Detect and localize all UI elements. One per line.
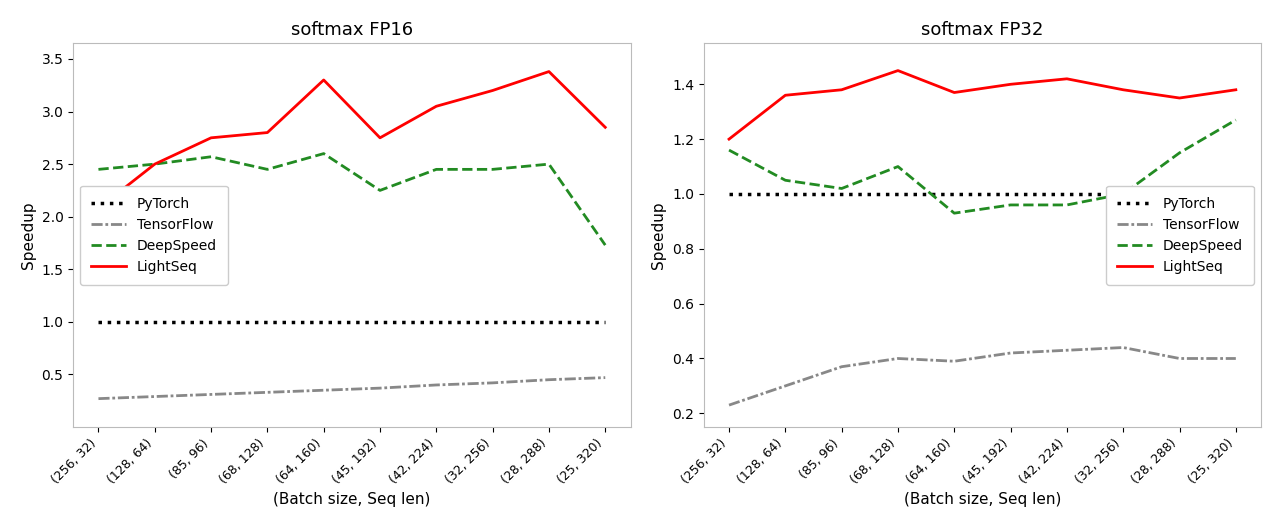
PyTorch	[1115, 191, 1131, 197]
PyTorch	[1059, 191, 1074, 197]
LightSeq	[428, 103, 444, 109]
DeepSpeed	[204, 154, 219, 160]
X-axis label: (Batch size, Seq len): (Batch size, Seq len)	[273, 492, 431, 507]
PyTorch	[597, 319, 613, 325]
DeepSpeed	[147, 161, 163, 167]
PyTorch	[147, 319, 163, 325]
LightSeq	[485, 87, 500, 93]
LightSeq	[1115, 87, 1131, 93]
Line: TensorFlow: TensorFlow	[729, 347, 1236, 405]
PyTorch	[91, 319, 106, 325]
PyTorch	[722, 191, 737, 197]
PyTorch	[1172, 191, 1187, 197]
Line: TensorFlow: TensorFlow	[99, 378, 605, 399]
PyTorch	[835, 191, 850, 197]
X-axis label: (Batch size, Seq len): (Batch size, Seq len)	[904, 492, 1061, 507]
PyTorch	[778, 191, 794, 197]
TensorFlow	[890, 355, 905, 362]
DeepSpeed	[1003, 202, 1018, 208]
PyTorch	[541, 319, 556, 325]
PyTorch	[260, 319, 276, 325]
PyTorch	[315, 319, 331, 325]
LightSeq	[778, 92, 794, 98]
TensorFlow	[597, 374, 613, 381]
TensorFlow	[1172, 355, 1187, 362]
Title: softmax FP32: softmax FP32	[922, 21, 1044, 39]
TensorFlow	[722, 402, 737, 408]
LightSeq	[147, 161, 163, 167]
PyTorch	[890, 191, 905, 197]
LightSeq	[946, 89, 962, 96]
LightSeq	[597, 124, 613, 130]
Title: softmax FP16: softmax FP16	[291, 21, 413, 39]
Line: DeepSpeed: DeepSpeed	[729, 120, 1236, 213]
PyTorch	[204, 319, 219, 325]
LightSeq	[315, 77, 331, 83]
DeepSpeed	[597, 242, 613, 248]
LightSeq	[91, 205, 106, 211]
PyTorch	[1003, 191, 1018, 197]
DeepSpeed	[260, 166, 276, 173]
TensorFlow	[1059, 347, 1074, 353]
LightSeq	[372, 135, 387, 141]
DeepSpeed	[1228, 117, 1244, 123]
LightSeq	[1059, 76, 1074, 82]
LightSeq	[541, 69, 556, 75]
DeepSpeed	[541, 161, 556, 167]
TensorFlow	[485, 380, 500, 386]
LightSeq	[1172, 95, 1187, 101]
DeepSpeed	[835, 185, 850, 192]
TensorFlow	[315, 387, 331, 393]
Legend: PyTorch, TensorFlow, DeepSpeed, LightSeq: PyTorch, TensorFlow, DeepSpeed, LightSeq	[1106, 185, 1254, 285]
DeepSpeed	[315, 150, 331, 157]
DeepSpeed	[1172, 149, 1187, 156]
Line: DeepSpeed: DeepSpeed	[99, 154, 605, 245]
TensorFlow	[1115, 344, 1131, 351]
PyTorch	[428, 319, 444, 325]
LightSeq	[722, 136, 737, 143]
DeepSpeed	[946, 210, 962, 216]
Line: LightSeq: LightSeq	[729, 71, 1236, 139]
LightSeq	[1003, 81, 1018, 88]
LightSeq	[1228, 87, 1244, 93]
TensorFlow	[541, 376, 556, 383]
PyTorch	[485, 319, 500, 325]
TensorFlow	[204, 391, 219, 398]
Legend: PyTorch, TensorFlow, DeepSpeed, LightSeq: PyTorch, TensorFlow, DeepSpeed, LightSeq	[79, 185, 228, 285]
TensorFlow	[428, 382, 444, 388]
TensorFlow	[778, 383, 794, 389]
DeepSpeed	[372, 187, 387, 194]
DeepSpeed	[890, 163, 905, 169]
TensorFlow	[946, 358, 962, 364]
LightSeq	[890, 68, 905, 74]
TensorFlow	[1003, 350, 1018, 356]
Y-axis label: Speedup: Speedup	[21, 201, 36, 269]
DeepSpeed	[722, 147, 737, 153]
PyTorch	[1228, 191, 1244, 197]
Y-axis label: Speedup: Speedup	[651, 201, 667, 269]
PyTorch	[946, 191, 962, 197]
TensorFlow	[372, 385, 387, 391]
TensorFlow	[91, 395, 106, 402]
DeepSpeed	[91, 166, 106, 173]
DeepSpeed	[485, 166, 500, 173]
TensorFlow	[260, 389, 276, 395]
LightSeq	[260, 129, 276, 136]
PyTorch	[372, 319, 387, 325]
TensorFlow	[147, 393, 163, 400]
LightSeq	[204, 135, 219, 141]
TensorFlow	[1228, 355, 1244, 362]
DeepSpeed	[428, 166, 444, 173]
DeepSpeed	[1115, 191, 1131, 197]
DeepSpeed	[778, 177, 794, 183]
LightSeq	[835, 87, 850, 93]
TensorFlow	[835, 364, 850, 370]
DeepSpeed	[1059, 202, 1074, 208]
Line: LightSeq: LightSeq	[99, 72, 605, 208]
